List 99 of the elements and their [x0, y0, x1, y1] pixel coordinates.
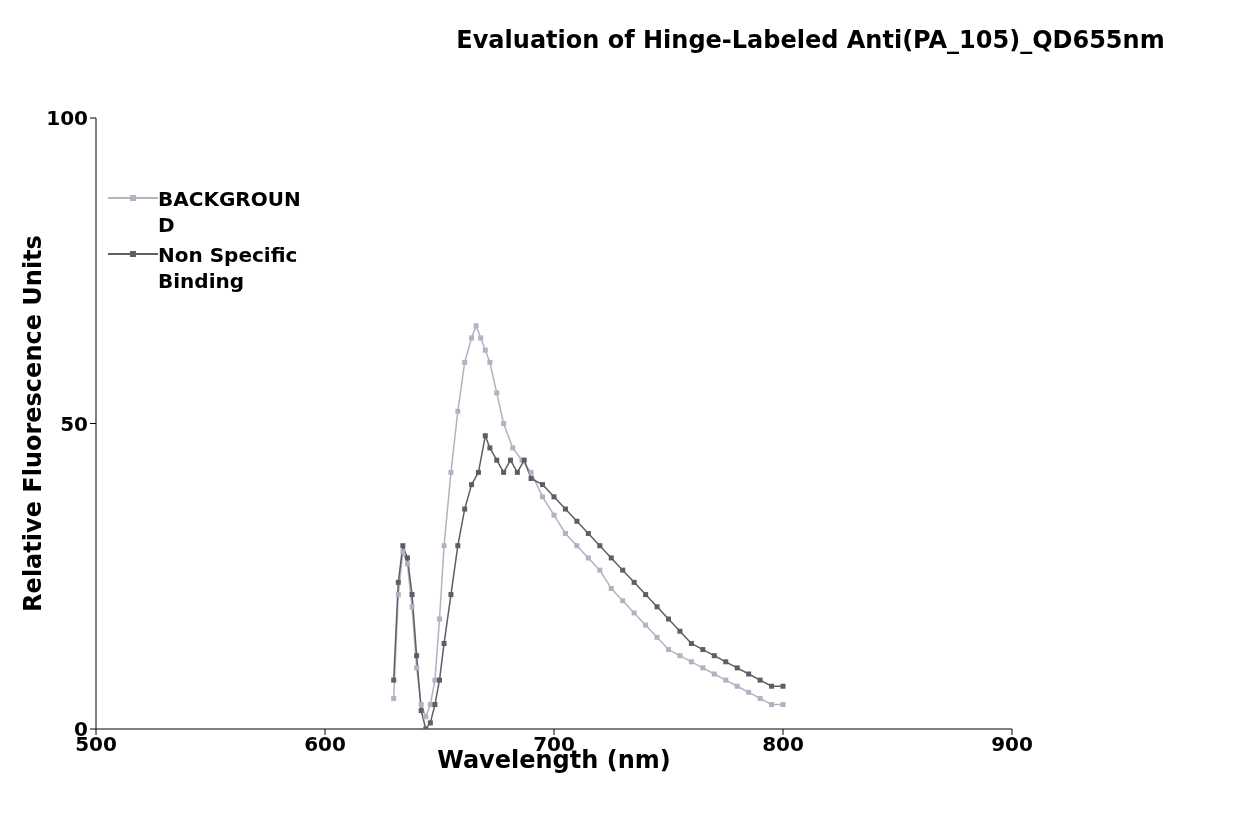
point	[441, 543, 447, 549]
point	[769, 702, 775, 708]
point	[711, 671, 717, 677]
point	[574, 543, 580, 549]
point	[757, 695, 763, 701]
point	[418, 702, 424, 708]
point	[487, 359, 493, 365]
point	[432, 677, 438, 683]
point	[391, 677, 397, 683]
point	[688, 659, 694, 665]
point	[437, 616, 442, 622]
point	[478, 335, 484, 341]
point	[448, 469, 454, 475]
point	[469, 335, 475, 341]
point	[482, 347, 488, 353]
point	[734, 665, 740, 671]
point	[551, 494, 557, 500]
point	[746, 671, 752, 677]
point	[631, 579, 637, 585]
point	[643, 592, 649, 598]
point	[448, 592, 454, 598]
point	[528, 469, 534, 475]
y-tick-label: 50	[60, 411, 88, 436]
x-tick-label: 900	[991, 732, 1033, 757]
point	[620, 567, 626, 573]
point	[746, 689, 752, 695]
point	[414, 653, 420, 659]
point	[631, 610, 637, 616]
point	[780, 683, 786, 689]
point	[404, 555, 410, 561]
point	[455, 543, 461, 549]
point	[677, 653, 683, 659]
point	[528, 475, 534, 481]
point	[562, 530, 568, 536]
x-tick-label: 800	[762, 732, 804, 757]
point	[395, 579, 401, 585]
legend-label: Non Specific Binding	[158, 242, 299, 294]
point	[441, 640, 447, 646]
point	[400, 543, 406, 549]
point	[409, 592, 415, 598]
point	[562, 506, 568, 512]
point	[514, 469, 520, 475]
point	[510, 445, 516, 451]
point	[404, 561, 410, 567]
point	[757, 677, 763, 683]
y-axis-title: Relative Fluorescence Units	[18, 235, 47, 612]
point	[494, 390, 500, 396]
point	[473, 323, 479, 329]
point	[643, 622, 649, 628]
point	[540, 494, 546, 500]
point	[711, 653, 717, 659]
point	[482, 433, 488, 439]
point	[507, 457, 513, 463]
point	[540, 482, 546, 488]
point	[409, 604, 415, 610]
point	[462, 359, 468, 365]
point	[654, 634, 660, 640]
point	[400, 549, 406, 555]
point	[427, 720, 433, 726]
x-tick-label: 600	[304, 732, 346, 757]
point	[414, 665, 420, 671]
point	[700, 647, 706, 653]
point	[487, 445, 493, 451]
point	[551, 512, 557, 518]
point	[608, 585, 614, 591]
point	[700, 665, 706, 671]
chart-title: Evaluation of Hinge-Labeled Anti(PA_105)_QD655nm	[455, 26, 1166, 54]
point	[494, 457, 500, 463]
point	[574, 518, 580, 524]
point	[677, 628, 683, 634]
point	[608, 555, 614, 561]
point	[585, 530, 591, 536]
point	[585, 555, 591, 561]
point	[666, 647, 671, 653]
point	[423, 714, 429, 720]
point	[666, 616, 671, 622]
point	[769, 683, 775, 689]
point	[723, 659, 729, 665]
point	[475, 469, 481, 475]
point	[462, 506, 468, 512]
point	[418, 708, 424, 714]
point	[654, 604, 660, 610]
point	[688, 640, 694, 646]
point	[501, 421, 507, 426]
point	[437, 677, 442, 683]
point	[432, 702, 438, 708]
legend-label: BACKGROUND	[158, 186, 302, 238]
point	[501, 469, 507, 475]
point	[734, 683, 740, 689]
point	[395, 592, 401, 598]
point	[620, 598, 626, 604]
point	[780, 702, 786, 708]
y-tick-label: 100	[46, 106, 88, 131]
point	[597, 567, 603, 573]
point	[723, 677, 729, 683]
point	[391, 695, 397, 701]
point	[469, 482, 475, 488]
point	[597, 543, 603, 549]
point	[455, 408, 461, 414]
